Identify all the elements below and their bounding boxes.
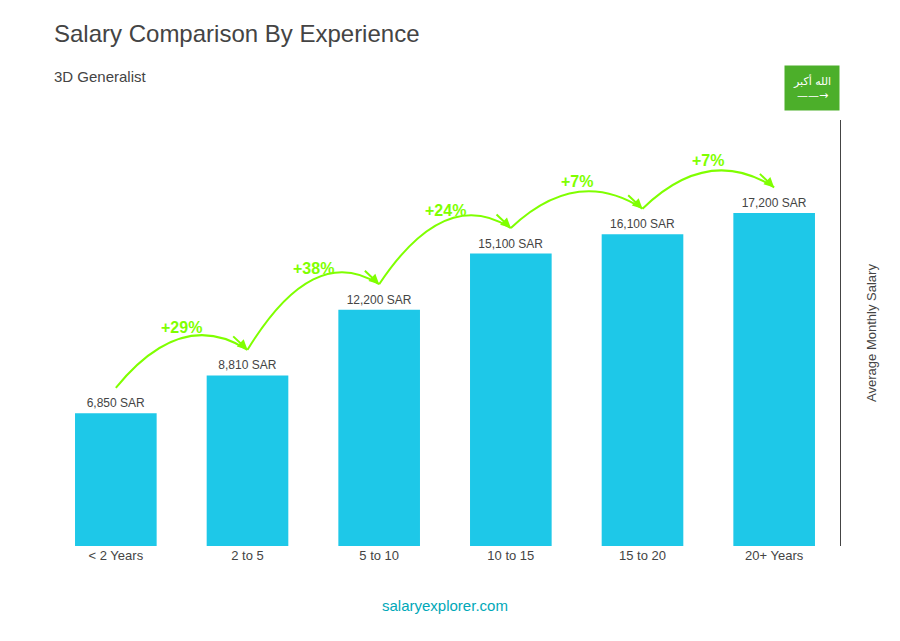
svg-text:10 to 15: 10 to 15: [487, 548, 534, 563]
svg-text:2 to 5: 2 to 5: [231, 548, 264, 563]
svg-text:+7%: +7%: [692, 152, 724, 169]
svg-text:الله أكبر——→: الله أكبر——→: [793, 74, 831, 102]
svg-text:20+ Years: 20+ Years: [745, 548, 804, 563]
svg-text:salaryexplorer.com: salaryexplorer.com: [382, 597, 508, 614]
svg-text:3D Generalist: 3D Generalist: [54, 68, 147, 85]
svg-text:15 to 20: 15 to 20: [619, 548, 666, 563]
svg-text:6,850 SAR: 6,850 SAR: [87, 396, 145, 410]
svg-text:+7%: +7%: [561, 173, 593, 190]
svg-text:8,810 SAR: 8,810 SAR: [218, 358, 276, 372]
svg-text:16,100 SAR: 16,100 SAR: [610, 217, 675, 231]
svg-text:5 to 10: 5 to 10: [359, 548, 399, 563]
svg-text:17,200 SAR: 17,200 SAR: [742, 196, 807, 210]
svg-text:< 2 Years: < 2 Years: [89, 548, 144, 563]
svg-text:Average Monthly Salary: Average Monthly Salary: [864, 264, 879, 402]
svg-text:+24%: +24%: [425, 202, 466, 219]
svg-text:+38%: +38%: [293, 260, 334, 277]
svg-text:Salary Comparison By Experienc: Salary Comparison By Experience: [54, 20, 420, 47]
svg-text:15,100 SAR: 15,100 SAR: [478, 237, 543, 251]
svg-text:12,200 SAR: 12,200 SAR: [347, 293, 412, 307]
svg-text:+29%: +29%: [161, 319, 202, 336]
